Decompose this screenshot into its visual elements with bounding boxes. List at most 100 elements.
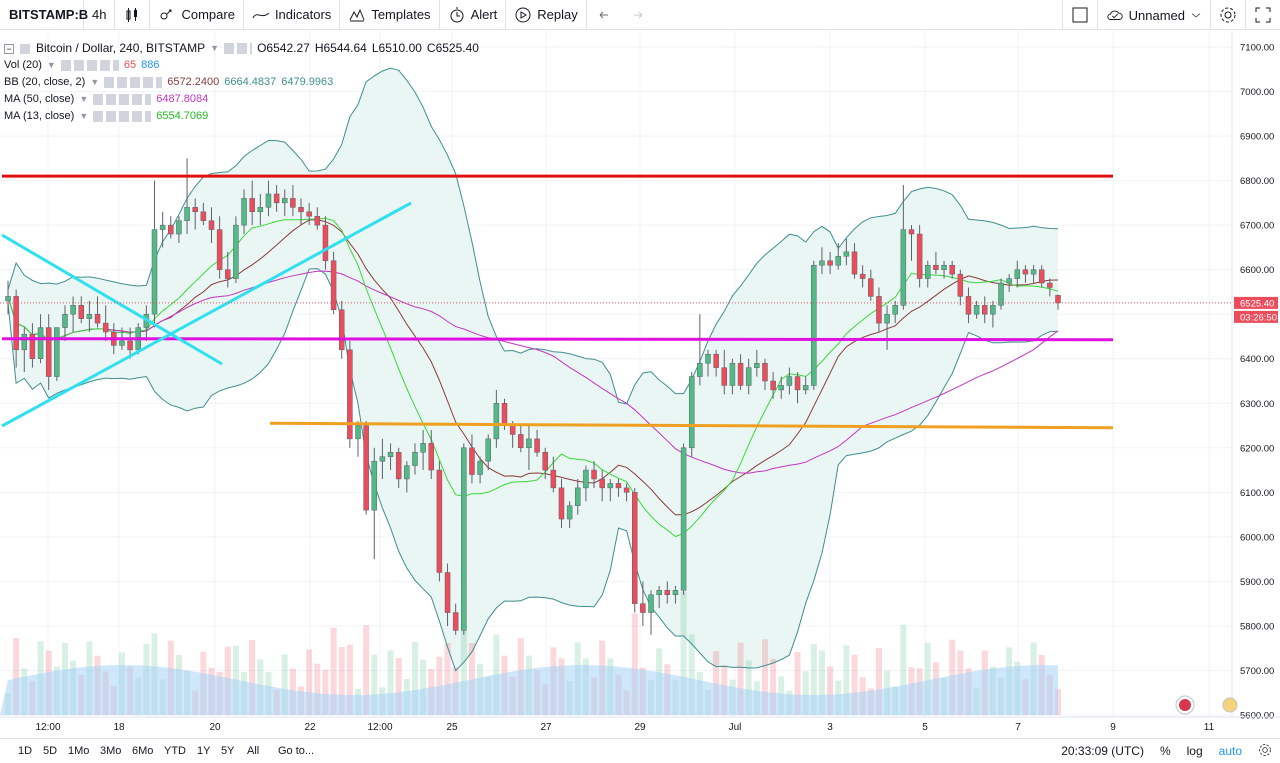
candle-body <box>37 327 44 359</box>
chart-area[interactable]: 7100.00 7000.00 6900.00 6800.00 6700.00 6600.… <box>0 31 1280 738</box>
candle-body <box>21 333 28 351</box>
price-tick-label: 6300.00 <box>1240 399 1274 410</box>
volume-bar <box>680 591 687 715</box>
candle-body <box>151 229 158 315</box>
chart-type-button[interactable] <box>115 0 151 30</box>
candle-body <box>428 443 435 471</box>
candle-body <box>119 340 125 346</box>
volume-ma-area <box>0 665 1058 715</box>
fullscreen-button[interactable] <box>1245 0 1280 30</box>
candle-body <box>1030 269 1037 275</box>
candle-body <box>208 220 215 230</box>
range-button-6mo[interactable]: 6Mo <box>132 745 154 757</box>
candle-body <box>225 269 231 279</box>
fullscreen-toggle-button[interactable] <box>1061 0 1097 30</box>
volume-bar <box>468 643 475 715</box>
event-icon <box>1222 697 1238 713</box>
candle-body <box>1055 295 1061 304</box>
range-button-1y[interactable]: 1Y <box>197 745 211 757</box>
volume-bar <box>900 624 907 715</box>
candle-body <box>754 362 760 368</box>
range-button-3mo[interactable]: 3Mo <box>100 745 122 757</box>
candle-body <box>290 198 296 208</box>
volume-bar <box>363 625 370 715</box>
candle-body <box>233 224 239 279</box>
settings-button[interactable] <box>1250 743 1280 760</box>
candle-body <box>363 425 369 511</box>
templates-button[interactable]: Templates <box>340 0 440 30</box>
goto-button[interactable]: Go to... <box>278 745 315 757</box>
candle-body <box>721 367 728 386</box>
price-tick-label: 5900.00 <box>1240 577 1274 588</box>
candle-body <box>1047 282 1053 288</box>
indicators-label: Indicators <box>274 7 332 22</box>
volume-bar <box>761 639 768 715</box>
candle-body <box>338 309 345 351</box>
candle-body <box>184 207 190 221</box>
alert-button[interactable]: Alert <box>440 0 507 30</box>
price-tick-label: 6800.00 <box>1240 176 1274 187</box>
interval-selector[interactable]: 4h <box>84 0 116 30</box>
symbol-search[interactable]: BITSTAMP:B <box>0 0 88 30</box>
layout-menu-button[interactable]: Unnamed <box>1096 0 1210 30</box>
gear-icon <box>1259 743 1271 756</box>
trend-line-cyan-down <box>1 233 223 366</box>
indicators-button[interactable]: Indicators <box>244 0 341 30</box>
candle-body <box>469 447 475 475</box>
range-button-1d[interactable]: 1D <box>18 745 33 757</box>
candle-body <box>509 425 516 435</box>
candle-body <box>461 447 467 631</box>
candle-body <box>70 305 76 315</box>
time-tick-label: 27 <box>540 722 552 733</box>
candle-body <box>965 296 972 315</box>
candle-body <box>615 483 622 489</box>
time-tick-label: 12:00 <box>367 722 392 733</box>
price-tick-label: 7100.00 <box>1240 43 1274 54</box>
time-tick-label: 18 <box>113 722 125 733</box>
utc-clock[interactable]: 20:33:09 (UTC) <box>1061 744 1144 758</box>
undo-button[interactable] <box>587 0 621 30</box>
candle-body <box>54 327 60 377</box>
auto-toggle[interactable]: auto <box>1218 744 1242 758</box>
candle-body <box>786 376 793 386</box>
candle-body <box>298 207 304 213</box>
alert-label: Alert <box>470 7 498 22</box>
log-toggle[interactable]: log <box>1186 744 1203 758</box>
candle-body <box>656 590 662 596</box>
redo-button[interactable] <box>621 0 655 30</box>
candle-body <box>404 465 410 480</box>
bollinger-lower-line <box>7 268 1059 672</box>
candle-body <box>45 327 52 377</box>
time-tick-label: 12:00 <box>35 722 60 733</box>
range-button-1mo[interactable]: 1Mo <box>68 745 90 757</box>
range-button-5d[interactable]: 5D <box>43 745 58 757</box>
range-button-all[interactable]: All <box>247 745 260 757</box>
candle-body <box>819 260 825 266</box>
indicators-icon <box>252 12 270 18</box>
price-tick-label: 6200.00 <box>1240 443 1274 454</box>
candle-body <box>688 376 695 449</box>
volume-bar <box>330 627 337 715</box>
price-chart[interactable]: 7100.00 7000.00 6900.00 6800.00 6700.00 6600.… <box>0 31 1280 738</box>
volume-bar <box>338 647 345 715</box>
candle-body <box>168 224 174 235</box>
replay-button[interactable]: Replay <box>506 0 587 30</box>
candle-body <box>379 456 386 462</box>
range-button-5y[interactable]: 5Y <box>221 745 235 757</box>
volume-bar <box>13 638 20 715</box>
volume-bar <box>737 642 744 715</box>
time-tick-label: 20 <box>209 722 221 733</box>
candle-body <box>501 403 508 426</box>
candle-body <box>941 264 947 270</box>
candle-body <box>436 469 443 573</box>
candle-body <box>835 256 841 266</box>
candle-body <box>876 296 882 324</box>
candle-body <box>273 193 280 204</box>
range-button-ytd[interactable]: YTD <box>164 745 186 757</box>
percent-toggle[interactable]: % <box>1159 744 1171 758</box>
countdown-tag <box>1234 310 1278 323</box>
bollinger-band-fill <box>8 68 1058 671</box>
candle-body <box>990 305 996 315</box>
settings-button[interactable] <box>1210 0 1245 30</box>
compare-button[interactable]: Compare <box>150 0 244 30</box>
